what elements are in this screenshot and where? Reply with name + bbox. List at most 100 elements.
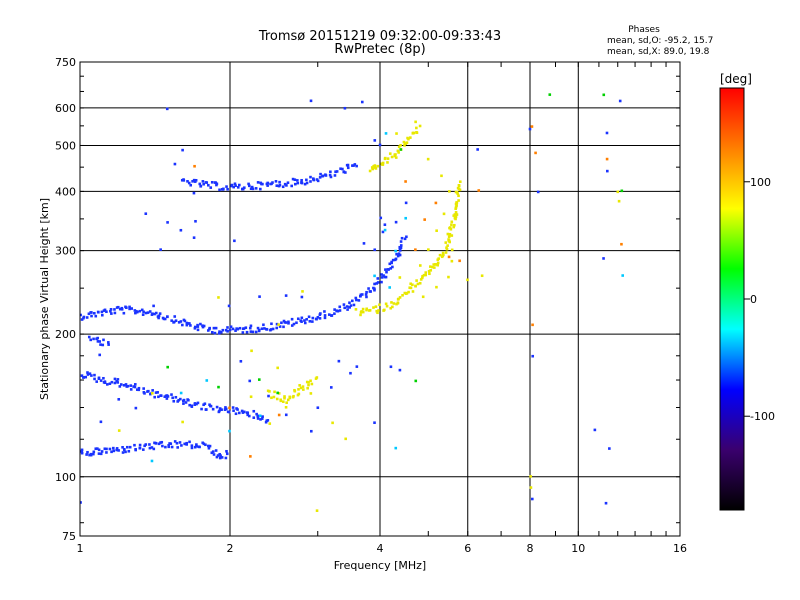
trace-point (274, 179, 278, 183)
trace-point (163, 395, 167, 398)
trace-point (99, 452, 103, 456)
trace-point (383, 156, 387, 160)
trace-point (351, 299, 354, 303)
trace-point (342, 303, 346, 306)
trace-point (457, 199, 460, 202)
data-point (398, 368, 402, 372)
trace-point (133, 383, 137, 386)
trace-point (415, 131, 419, 135)
trace-point (387, 268, 390, 271)
trace-point (161, 444, 164, 448)
trace-point (353, 163, 357, 166)
info-line-o: mean, sd,O: -95.2, 15.7 (607, 36, 713, 46)
trace-point (446, 244, 449, 247)
trace-point (220, 408, 223, 411)
data-point (447, 275, 450, 279)
trace-point (112, 449, 116, 453)
trace-point (400, 236, 404, 240)
trace-point (236, 327, 239, 331)
trace-point (109, 308, 113, 311)
trace-point (80, 374, 84, 377)
trace-point (256, 326, 260, 330)
trace-point (454, 206, 458, 209)
trace-point (125, 306, 128, 309)
trace-point (127, 449, 131, 453)
trace-point (190, 446, 194, 450)
y-tick-label: 200 (55, 328, 76, 341)
trace-point (234, 184, 237, 188)
data-point (248, 379, 252, 383)
trace-point (298, 384, 301, 387)
trace-point (383, 275, 387, 279)
trace-point (195, 402, 198, 406)
data-point (329, 386, 333, 389)
trace-point (209, 186, 213, 189)
data-points (80, 93, 625, 512)
trace-point (92, 337, 95, 341)
trace-point (283, 396, 286, 400)
trace-point (102, 338, 105, 342)
trace-point (105, 447, 108, 451)
x-tick-label: 16 (673, 542, 687, 555)
trace-point (128, 305, 131, 309)
data-point (179, 391, 183, 395)
data-point (152, 304, 155, 308)
trace-point (397, 151, 400, 154)
trace-point (231, 327, 235, 331)
trace-point (97, 452, 101, 455)
trace-point (152, 447, 156, 451)
trace-point (293, 178, 297, 182)
trace-point (218, 452, 221, 456)
trace-point (110, 450, 113, 454)
data-point (192, 191, 196, 195)
data-point (233, 239, 236, 243)
trace-point (117, 449, 120, 452)
trace-point (251, 187, 255, 191)
trace-point (220, 456, 224, 459)
trace-point (380, 273, 383, 276)
trace-point (390, 155, 394, 159)
data-point (98, 353, 102, 357)
trace-point (97, 377, 101, 380)
trace-point (236, 408, 239, 411)
trace-point (286, 398, 290, 402)
trace-point (202, 182, 205, 186)
trace-point (84, 375, 88, 379)
trace-point (381, 161, 385, 165)
data-point (250, 349, 253, 353)
trace-point (282, 319, 286, 323)
data-point (166, 221, 169, 224)
trace-point (448, 226, 452, 229)
trace-point (96, 340, 100, 343)
trace-point (174, 395, 178, 399)
data-point (217, 296, 220, 299)
trace-point (270, 322, 273, 326)
trace-point (330, 314, 334, 317)
trace-point (403, 144, 406, 147)
trace-point (93, 373, 96, 377)
data-point (423, 218, 426, 221)
trace-point (397, 252, 401, 255)
trace-point (302, 388, 305, 391)
trace-point (101, 313, 104, 317)
data-point (620, 242, 623, 246)
trace-point (360, 293, 364, 296)
trace-point (247, 414, 251, 418)
trace-point (368, 169, 372, 173)
trace-point (282, 325, 285, 329)
trace-point (278, 325, 282, 328)
data-point (434, 201, 438, 205)
trace-point (409, 136, 412, 139)
trace-point (307, 383, 310, 387)
trace-point (227, 410, 231, 414)
trace-point (398, 249, 402, 252)
data-point (602, 257, 605, 260)
data-point (192, 236, 196, 239)
trace-point (154, 441, 157, 445)
data-point (134, 406, 138, 410)
trace-point (300, 178, 303, 182)
trace-point (266, 181, 270, 185)
trace-point (113, 377, 117, 381)
trace-point (116, 381, 120, 384)
trace-point (300, 320, 303, 323)
